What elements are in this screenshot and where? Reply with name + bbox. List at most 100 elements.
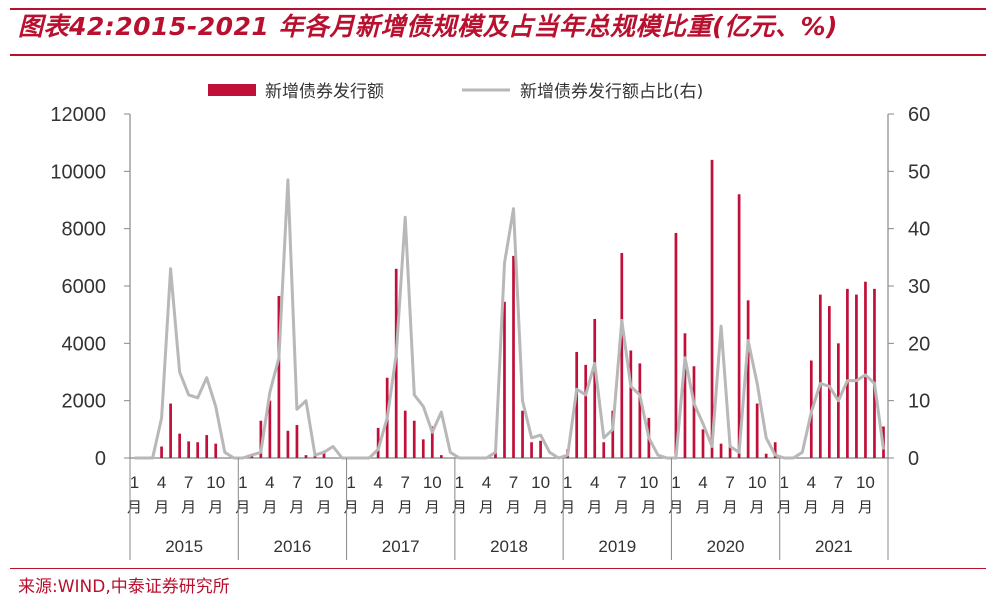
bar: [286, 430, 290, 458]
bar: [214, 443, 218, 458]
right-tick-label: 0: [908, 448, 919, 470]
month-unit-label: 月: [777, 498, 792, 516]
bar: [421, 439, 425, 458]
bar: [403, 410, 407, 458]
bar: [746, 300, 750, 458]
month-tick-label: 1: [238, 473, 247, 492]
month-unit-label: 月: [317, 498, 332, 516]
bar: [755, 403, 759, 458]
bar: [178, 433, 181, 458]
month-tick-label: 1: [563, 473, 572, 492]
right-tick-label: 60: [908, 104, 930, 126]
bar: [503, 301, 506, 458]
month-unit-label: 月: [208, 498, 223, 516]
bar: [719, 443, 723, 458]
bar: [674, 232, 678, 458]
month-tick-label: 10: [206, 473, 225, 492]
month-tick-label: 1: [779, 473, 788, 492]
bar: [728, 446, 732, 458]
source-note: 来源:WIND,中泰证券研究所: [18, 577, 230, 597]
month-unit-label: 月: [614, 498, 629, 516]
month-tick-label: 4: [373, 473, 382, 492]
month-tick-label: 10: [423, 473, 442, 492]
month-tick-label: 7: [617, 473, 626, 492]
month-unit-label: 月: [641, 498, 656, 516]
bar: [160, 446, 163, 458]
bar: [683, 333, 687, 458]
month-unit-label: 月: [804, 498, 819, 516]
month-tick-label: 10: [315, 473, 334, 492]
left-tick-label: 4000: [62, 333, 107, 355]
left-tick-label: 8000: [62, 219, 107, 241]
month-unit-label: 月: [587, 498, 602, 516]
month-unit-label: 月: [723, 498, 738, 516]
month-tick-label: 1: [130, 473, 139, 492]
bar: [818, 294, 822, 458]
month-tick-label: 7: [834, 473, 843, 492]
month-tick-label: 4: [807, 473, 816, 492]
month-unit-label: 月: [398, 498, 413, 516]
bar: [295, 425, 299, 458]
year-label: 2016: [274, 537, 312, 556]
bar: [376, 427, 380, 458]
month-unit-label: 月: [560, 498, 575, 516]
bar: [304, 455, 308, 458]
bar: [277, 296, 281, 458]
month-tick-label: 4: [590, 473, 599, 492]
bar: [169, 403, 172, 458]
month-tick-label: 7: [292, 473, 301, 492]
month-tick-label: 7: [400, 473, 409, 492]
left-tick-label: 0: [95, 448, 106, 470]
month-tick-label: 10: [856, 473, 875, 492]
right-tick-label: 50: [908, 161, 930, 183]
month-tick-label: 4: [698, 473, 707, 492]
bar: [764, 453, 768, 458]
month-tick-label: 1: [346, 473, 355, 492]
bar: [439, 455, 443, 458]
share-line: [134, 178, 885, 460]
year-label: 2017: [382, 537, 420, 556]
bar: [692, 366, 696, 458]
bar: [196, 442, 200, 458]
title-bar: [10, 8, 986, 56]
chart-title: 图表42:2015-2021 年各月新增债规模及占当年总规模比重(亿元、%): [18, 12, 838, 41]
month-tick-label: 7: [725, 473, 734, 492]
bar: [322, 450, 326, 458]
bar: [629, 350, 633, 458]
bar: [620, 253, 624, 458]
month-unit-label: 月: [506, 498, 521, 516]
month-unit-label: 月: [668, 498, 683, 516]
month-unit-label: 月: [154, 498, 169, 516]
legend-bar-label: 新增债券发行额: [265, 82, 384, 102]
month-unit-label: 月: [289, 498, 304, 516]
left-tick-label: 6000: [62, 276, 107, 298]
right-tick-label: 40: [908, 219, 930, 241]
bar: [530, 442, 533, 458]
month-unit-label: 月: [344, 498, 359, 516]
source-divider: [10, 568, 986, 569]
month-unit-label: 月: [858, 498, 873, 516]
bar: [412, 420, 416, 458]
month-tick-label: 4: [157, 473, 166, 492]
month-tick-label: 10: [531, 473, 550, 492]
year-label: 2019: [598, 537, 636, 556]
bar: [539, 440, 542, 458]
bar: [205, 435, 209, 458]
month-tick-label: 1: [671, 473, 680, 492]
month-unit-label: 月: [452, 498, 467, 516]
left-tick-label: 12000: [50, 104, 106, 126]
right-tick-label: 30: [908, 276, 930, 298]
left-tick-label: 2000: [62, 391, 107, 413]
bar: [268, 400, 272, 458]
legend-line-label: 新增债券发行额占比(右): [520, 82, 703, 102]
bar: [584, 364, 588, 458]
bar: [773, 442, 777, 458]
month-tick-label: 4: [265, 473, 274, 492]
month-unit-label: 月: [371, 498, 386, 516]
bar: [864, 281, 867, 458]
bar: [710, 159, 714, 458]
bar: [593, 318, 597, 458]
month-unit-label: 月: [831, 498, 846, 516]
month-unit-label: 月: [181, 498, 196, 516]
